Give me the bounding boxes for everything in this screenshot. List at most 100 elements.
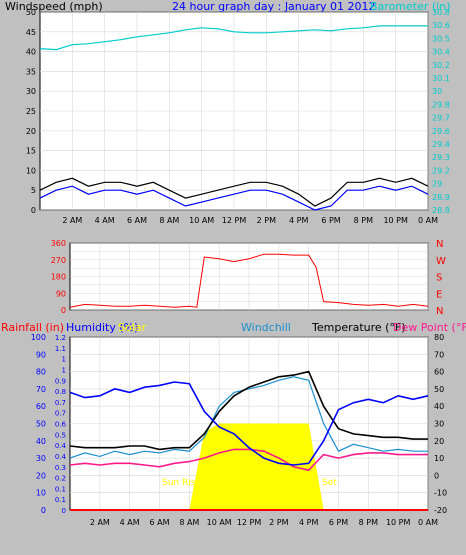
temperature-tick-label: 60 (434, 368, 444, 377)
humidity-tick-label: 50 (36, 420, 46, 429)
wind-tick-label: 35 (26, 67, 36, 76)
wind-title: Windspeed (mph) (5, 0, 103, 13)
temperature-series-line (69, 370, 428, 451)
direction-tick-label: 360 (51, 239, 66, 248)
rain-tick-label: 0.7 (55, 410, 66, 418)
temp-time-label: 4 PM (299, 518, 318, 527)
wind-tick-label: 25 (26, 107, 36, 116)
temp-time-label: 10 AM (207, 518, 232, 527)
humidity-tick-label: 0 (41, 506, 46, 515)
barometer-tick-label: 28.8 (432, 206, 450, 215)
direction-tick-label: 270 (51, 256, 66, 265)
rain-tick-label: 0.2 (55, 475, 66, 483)
direction-compass-label: N (436, 239, 443, 250)
wind-tick-label: 50 (26, 8, 36, 17)
temperature-tick-label: 50 (434, 385, 444, 394)
wind-tick-label: 15 (26, 147, 36, 156)
temp-time-label: 2 PM (269, 518, 288, 527)
wind-tick-label: 5 (31, 186, 36, 195)
legend-dewpoint: Dew Point (°F) (393, 321, 466, 334)
rain-tick-label: 0.8 (55, 388, 66, 396)
wind-tick-label: 10 (26, 166, 36, 175)
rain-tick-label: 0.4 (55, 442, 67, 450)
rain-tick-label: 0.1 (55, 485, 66, 493)
temperature-tick-label: 40 (434, 402, 444, 411)
legend-solar: Solar (118, 321, 147, 334)
rain-tick-label: 1.2 (55, 334, 66, 342)
wind-tick-label: 0 (31, 206, 36, 215)
direction-tick-label: 0 (61, 306, 66, 315)
barometer-tick-label: 29.4 (432, 140, 450, 149)
rain-tick-label: 0.9 (55, 377, 66, 385)
temperature-tick-label: 70 (434, 350, 444, 359)
rain-tick-label: 1.1 (55, 345, 66, 353)
temp-time-label: 2 AM (90, 518, 110, 527)
rain-tick-label: 0 (62, 507, 66, 515)
rain-tick-label: 0.4 (55, 453, 67, 461)
barometer-tick-label: 30 (432, 87, 442, 96)
barometer-tick-label: 30.5 (432, 34, 450, 43)
barometer-series-line (39, 25, 428, 51)
wind-time-label: 0 AM (418, 216, 438, 225)
sunset-label: Set (322, 478, 337, 488)
legend-windchill: Windchill (241, 321, 291, 334)
legend-humidity: Humidity (%) (66, 321, 138, 334)
barometer-tick-label: 29.2 (432, 166, 450, 175)
humidity-tick-label: 40 (36, 437, 46, 446)
direction-series-line (69, 253, 429, 308)
rain-tick-label: 0.7 (55, 399, 66, 407)
temperature-tick-label: 10 (434, 454, 444, 463)
humidity-tick-label: 20 (36, 471, 46, 480)
direction-tick-label: 90 (56, 289, 66, 298)
direction-tick-label: 180 (51, 273, 66, 282)
temperature-tick-label: 20 (434, 437, 444, 446)
direction-compass-label: S (436, 273, 442, 284)
temperature-tick-label: -10 (434, 489, 447, 498)
rain-tick-label: 0.1 (55, 496, 66, 504)
rain-tick-label: 0.5 (55, 431, 66, 439)
barometer-tick-label: 30.4 (432, 48, 450, 57)
humidity-tick-label: 100 (31, 333, 46, 342)
temp-time-label: 6 PM (329, 518, 348, 527)
direction-compass-label: E (436, 289, 442, 300)
sunrise-label: Sun Rise (162, 478, 201, 488)
humidity-tick-label: 60 (36, 402, 46, 411)
barometer-tick-label: 30.2 (432, 61, 450, 70)
rain-tick-label: 0.6 (55, 421, 67, 429)
wind-time-label: 8 PM (354, 216, 373, 225)
humidity-tick-label: 70 (36, 385, 46, 394)
temp-time-label: 10 PM (386, 518, 411, 527)
barometer-tick-label: 28.9 (432, 193, 450, 202)
rain-tick-label: 0.3 (55, 464, 66, 472)
wind-time-label: 4 PM (289, 216, 308, 225)
chart-marks (39, 25, 429, 511)
wind-time-label: 4 AM (95, 216, 115, 225)
temp-time-label: 8 PM (359, 518, 378, 527)
wind-time-label: 10 PM (383, 216, 408, 225)
barometer-tick-label: 29 (432, 180, 442, 189)
wind-time-label: 2 PM (257, 216, 276, 225)
legend-rainfall: Rainfall (in) (1, 321, 64, 334)
windchill-series-line (69, 376, 428, 459)
wind-tick-label: 30 (26, 87, 36, 96)
rain-tick-label: 1 (62, 356, 66, 364)
temperature-tick-label: 80 (434, 333, 444, 342)
wind-tick-label: 45 (26, 28, 36, 37)
chart-title: 24 hour graph day : January 01 2012 (172, 0, 376, 13)
humidity-tick-label: 80 (36, 368, 46, 377)
wind-grid: 0 5 10 15 20 25 30 35 40 45 50 28.8 28.9 29 29.2 29.3 29… (26, 8, 450, 225)
windspeed-series-line (39, 177, 429, 207)
temperature-tick-label: 0 (434, 471, 439, 480)
gust-series-line (39, 185, 429, 211)
temp-time-label: 12 PM (237, 518, 262, 527)
wind-tick-label: 20 (26, 127, 36, 136)
direction-compass-label: W (436, 256, 446, 267)
humidity-tick-label: 30 (36, 454, 46, 463)
humidity-tick-label: 10 (36, 489, 46, 498)
barometer-tick-label: 29.3 (432, 153, 450, 162)
direction-compass-label: N (436, 306, 443, 317)
temp-time-label: 4 AM (120, 518, 140, 527)
temp-time-label: 0 AM (418, 518, 438, 527)
